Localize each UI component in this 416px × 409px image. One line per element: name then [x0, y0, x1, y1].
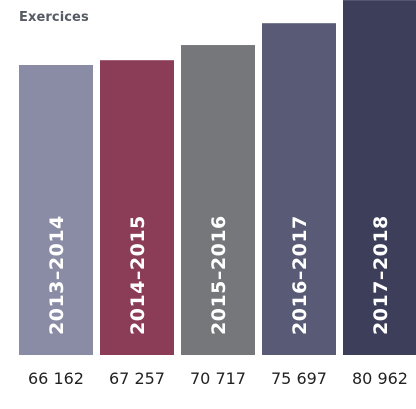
- bar-value-label: 66 162: [28, 369, 84, 388]
- bar-category-label: 2017–2018: [370, 215, 392, 335]
- bar-category-label: 2015–2016: [208, 215, 230, 335]
- bar-value-label: 75 697: [271, 369, 327, 388]
- bar-value-label: 70 717: [190, 369, 246, 388]
- bar-value-label: 67 257: [109, 369, 165, 388]
- bar-value-label: 80 962: [352, 369, 408, 388]
- bar-2016–2017: [262, 23, 336, 356]
- bar-2015–2016: [181, 45, 255, 356]
- bar-2014–2015: [100, 60, 174, 356]
- bar-category-label: 2016–2017: [289, 215, 311, 335]
- bar-category-label: 2014–2015: [127, 215, 149, 335]
- bar-category-label: 2013–2014: [46, 215, 68, 335]
- bar-2013–2014: [19, 65, 93, 355]
- bar-2017–2018: [343, 0, 416, 355]
- chart-title: Exercices: [19, 10, 89, 25]
